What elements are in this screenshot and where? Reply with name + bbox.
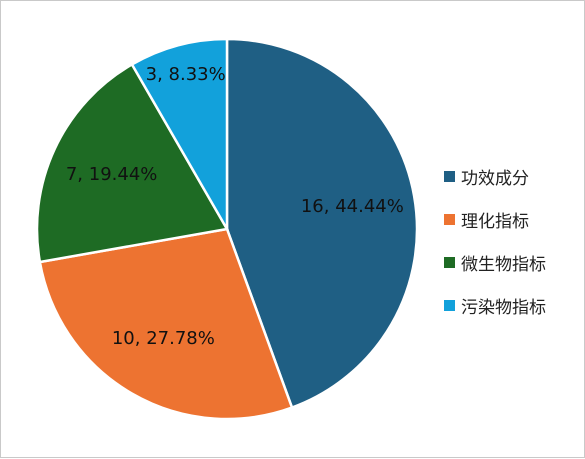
legend-label-4: 污染物指标 bbox=[461, 297, 546, 318]
legend-label-3: 微生物指标 bbox=[461, 254, 546, 275]
legend-swatch-1 bbox=[444, 170, 455, 182]
data-label-1: 16, 44.44% bbox=[301, 196, 404, 217]
legend: 功效成分 理化指标 微生物指标 污染物指标 bbox=[444, 163, 579, 335]
legend-item-功效成分: 功效成分 bbox=[444, 163, 579, 189]
pie-slice-1 bbox=[225, 37, 419, 410]
data-label-3: 7, 19.44% bbox=[66, 164, 158, 185]
legend-swatch-3 bbox=[444, 256, 455, 268]
pie-slice-3 bbox=[35, 62, 229, 264]
data-label-2: 10, 27.78% bbox=[112, 328, 215, 349]
legend-item-污染物指标: 污染物指标 bbox=[444, 292, 579, 318]
legend-label-1: 功效成分 bbox=[461, 168, 529, 189]
pie-slice-4 bbox=[130, 37, 229, 234]
legend-item-理化指标: 理化指标 bbox=[444, 206, 579, 232]
data-label-4: 3, 8.33% bbox=[146, 64, 226, 85]
legend-label-2: 理化指标 bbox=[461, 211, 529, 232]
legend-item-微生物指标: 微生物指标 bbox=[444, 249, 579, 275]
legend-swatch-4 bbox=[444, 299, 455, 311]
legend-swatch-2 bbox=[444, 213, 455, 225]
pie-slice-2 bbox=[38, 227, 294, 421]
